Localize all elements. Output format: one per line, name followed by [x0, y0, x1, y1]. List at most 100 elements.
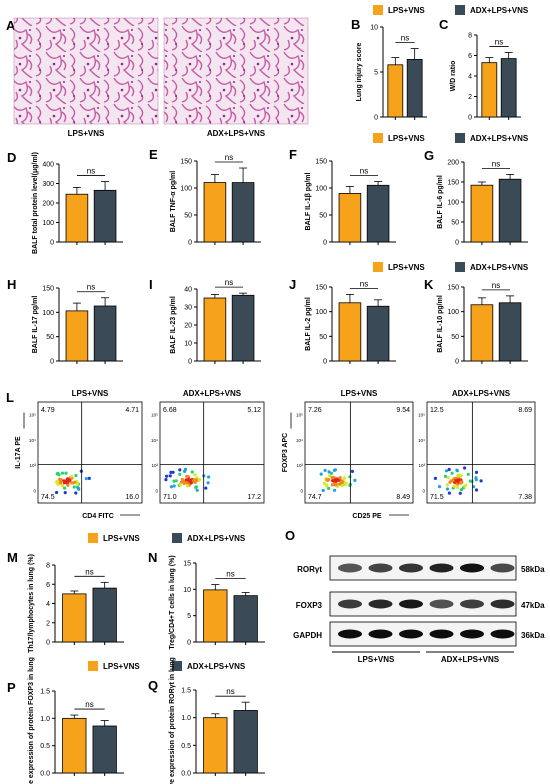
flow-event-dot — [72, 485, 76, 489]
chart-q: Q 0.0 0.5 1.0 1.5 ns Relative expression of pr… — [148, 657, 265, 784]
blot-band — [338, 563, 362, 573]
bar-lps — [203, 182, 227, 243]
bar-adx — [500, 58, 517, 118]
panel-label-h: H — [7, 277, 16, 292]
chart-c: C 0 2 4 6 8 ns W/D ratio — [439, 17, 521, 122]
blot-group-lps: LPS+VNS — [358, 655, 395, 664]
flow-event-dot — [87, 476, 91, 480]
flow-event-dot — [457, 473, 461, 477]
bar-lps — [470, 184, 494, 243]
flow-plot-frame — [304, 401, 414, 504]
quadrant-top-right: 8.69 — [518, 407, 532, 414]
bar-adx — [498, 302, 522, 362]
flow-y-tick-label: 10⁴ — [296, 438, 303, 443]
flow-event-dot — [204, 486, 208, 490]
bar-adx — [366, 305, 390, 362]
y-axis-label: BALF IL-6 pg/ml — [437, 175, 444, 229]
bar-lps — [203, 717, 228, 774]
panel-label-i: I — [149, 277, 153, 292]
bar-lps — [65, 193, 89, 243]
y-tick-label: 10 — [370, 25, 378, 32]
y-tick-label: 0 — [50, 359, 54, 366]
legend-label-lps: LPS+VNS — [388, 134, 425, 143]
flow-event-dot — [183, 469, 187, 473]
quadrant-bottom-left: 71.0 — [163, 494, 177, 501]
quadrant-bottom-right: 16.0 — [125, 494, 139, 501]
flow-event-dot — [169, 470, 173, 474]
chart-h: H 0 50 100 150 ns BALF IL-17 pg/ml — [7, 277, 123, 366]
blot-kda-foxp3: 47kDa — [521, 601, 545, 610]
panel-label-q: Q — [148, 678, 158, 693]
y-tick-label: 150 — [315, 159, 327, 166]
y-tick-label: 0.5 — [40, 743, 50, 750]
y-tick-label: 40 — [184, 287, 192, 294]
flow-event-dot — [63, 486, 67, 490]
y-tick-label: 300 — [42, 181, 54, 188]
y-tick-label: 1.5 — [181, 688, 191, 695]
bar-adx — [366, 184, 390, 243]
panel-label-d: D — [7, 150, 16, 165]
flow-event-dot — [168, 474, 172, 478]
panel-label-a: A — [6, 18, 16, 33]
flow-event-dot — [447, 491, 451, 495]
flow-event-dot — [459, 474, 463, 478]
flow-event-dot — [64, 471, 68, 475]
bar-lps — [338, 302, 362, 362]
y-tick-label: 15 — [183, 561, 191, 568]
flow-event-dot — [180, 477, 184, 482]
y-tick-label: 50 — [451, 220, 459, 227]
flow-event-dot — [452, 484, 456, 488]
flow-event-dot — [338, 476, 342, 480]
y-tick-label: 20 — [184, 323, 192, 330]
blot-band — [338, 599, 362, 609]
flow-event-dot — [340, 484, 344, 488]
flow-event-dot — [474, 476, 478, 480]
y-axis-label: BALF IL-23 pg/ml — [170, 296, 177, 354]
flow-event-dot — [433, 476, 437, 480]
flow-y-tick-label: 10⁵ — [418, 413, 425, 418]
flow-event-dot — [55, 490, 59, 495]
legend-mn: LPS+VNS ADX+LPS+VNS — [88, 533, 246, 543]
y-tick-label: 5 — [187, 613, 191, 620]
legend-swatch-adx — [172, 533, 182, 543]
panel-label-b: B — [351, 17, 360, 32]
flow-y-tick-label: 10³ — [29, 463, 36, 468]
flow-y-tick-label: 10⁴ — [418, 438, 425, 443]
legend-label-lps: LPS+VNS — [388, 6, 425, 15]
flow-plot-th17-adx: ADX+LPS+VNS 6.68 5.12 71.0 17.2 0 10³ 10⁴ 10⁵ — [151, 389, 265, 504]
significance-label: ns — [225, 278, 233, 287]
flow-event-dot — [178, 468, 182, 472]
legend-swatch-lps — [373, 5, 383, 15]
flow-event-dot — [70, 481, 74, 485]
y-tick-label: 1.0 — [181, 715, 191, 722]
flow-event-dot — [178, 483, 182, 487]
significance-label: ns — [226, 687, 234, 696]
bar-adx — [93, 189, 117, 243]
blot-label-gapdh: GAPDH — [293, 631, 322, 640]
significance-label: ns — [85, 567, 93, 576]
flow-event-dot — [70, 474, 74, 478]
y-tick-label: 100 — [447, 200, 459, 207]
flow-event-dot — [455, 479, 459, 483]
flow-event-dot — [60, 483, 65, 488]
flow-event-dot — [463, 484, 467, 488]
significance-label: ns — [492, 281, 500, 290]
panel-label-c: C — [439, 17, 449, 32]
flow-event-dot — [73, 480, 77, 484]
y-axis-label: Th17/lymphocytes in lung (%) — [28, 554, 35, 653]
flow-event-dot — [321, 488, 325, 493]
flow-event-dot — [172, 479, 176, 483]
y-tick-label: 150 — [42, 286, 54, 293]
flow-event-dot — [74, 473, 78, 478]
flow-event-dot — [327, 470, 331, 474]
flow-y-tick-label: 10³ — [296, 463, 303, 468]
flow-plot-frame — [37, 401, 143, 504]
flow-cytometry-group: LPS+VNS 4.79 4.71 74.5 16.0 0 10³ 10⁴ 10⁵ IL-17A … — [15, 389, 536, 520]
flow-event-dot — [445, 487, 450, 491]
y-axis-label: BALF IL-1β pg/ml — [305, 172, 312, 230]
flow-event-dot — [479, 479, 483, 483]
flow-y-tick-label: 10³ — [151, 463, 158, 468]
bar-adx — [92, 587, 117, 643]
panel-label-o: O — [285, 528, 295, 543]
bar-lps — [65, 310, 89, 362]
